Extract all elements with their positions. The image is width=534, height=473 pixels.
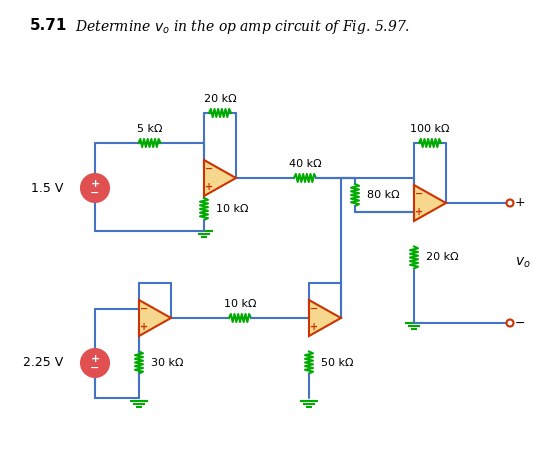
Text: −: −	[415, 189, 423, 199]
Text: 30 kΩ: 30 kΩ	[151, 358, 184, 368]
Text: 20 kΩ: 20 kΩ	[426, 253, 459, 263]
Text: 2.25 V: 2.25 V	[23, 357, 63, 369]
Text: −: −	[205, 164, 213, 174]
Circle shape	[507, 319, 514, 326]
Circle shape	[81, 349, 109, 377]
Text: 5.71: 5.71	[30, 18, 67, 33]
Text: 80 kΩ: 80 kΩ	[367, 190, 399, 200]
Circle shape	[81, 174, 109, 202]
Text: +: +	[140, 322, 148, 332]
Text: +: +	[205, 182, 213, 192]
Text: −: −	[310, 304, 318, 314]
Polygon shape	[309, 300, 341, 336]
Text: +: +	[415, 207, 423, 217]
Text: 40 kΩ: 40 kΩ	[289, 159, 321, 169]
Text: 50 kΩ: 50 kΩ	[321, 358, 354, 368]
Text: +: +	[90, 354, 100, 364]
Text: 20 kΩ: 20 kΩ	[203, 94, 237, 104]
Text: 100 kΩ: 100 kΩ	[410, 124, 450, 134]
Text: −: −	[140, 304, 148, 314]
Text: +: +	[90, 179, 100, 189]
Text: 1.5 V: 1.5 V	[30, 182, 63, 194]
Text: 10 kΩ: 10 kΩ	[216, 204, 248, 214]
Polygon shape	[204, 160, 236, 196]
Polygon shape	[139, 300, 171, 336]
Text: 5 kΩ: 5 kΩ	[137, 124, 162, 134]
Text: +: +	[515, 196, 525, 210]
Text: $v_o$: $v_o$	[515, 256, 531, 270]
Text: −: −	[90, 363, 100, 373]
Text: Determine $v_o$ in the op amp circuit of Fig. 5.97.: Determine $v_o$ in the op amp circuit of…	[75, 18, 410, 36]
Text: +: +	[310, 322, 318, 332]
Circle shape	[507, 200, 514, 207]
Text: −: −	[515, 316, 525, 330]
Text: −: −	[90, 188, 100, 198]
Text: 10 kΩ: 10 kΩ	[224, 299, 256, 309]
Polygon shape	[414, 185, 446, 221]
